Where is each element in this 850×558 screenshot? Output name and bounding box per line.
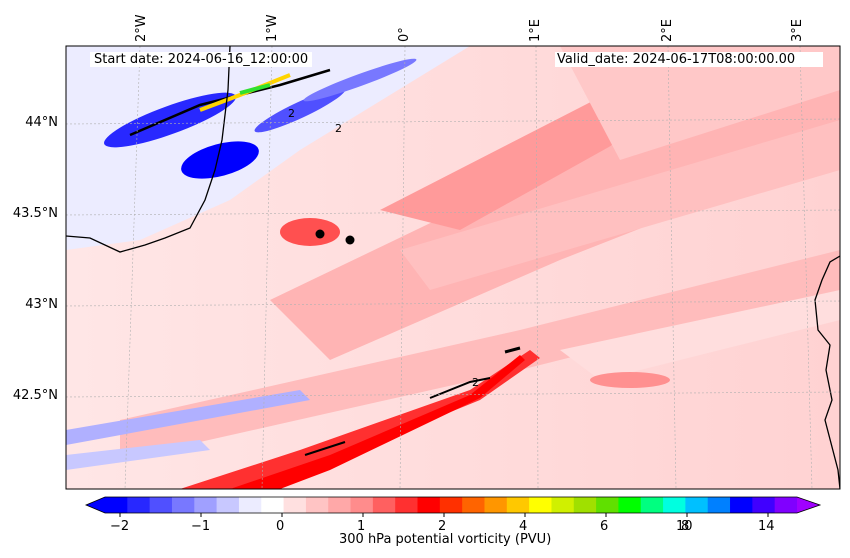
pv-band-secondary <box>400 120 840 290</box>
colorbar-segment <box>707 497 731 513</box>
colorbar-segment <box>506 497 530 513</box>
negative-pv-anomaly <box>303 58 417 102</box>
lat-label: 42.5°N <box>12 388 58 403</box>
positive-pv-anomaly <box>590 372 670 388</box>
coastline <box>814 255 840 489</box>
lon-label: 2°W <box>134 14 149 42</box>
colorbar-tick: 4 <box>519 519 528 534</box>
colorbar-tick: 8 <box>681 519 690 534</box>
location-marker <box>315 229 325 239</box>
colorbar-segment <box>194 497 218 513</box>
high-pv-contour <box>429 377 491 399</box>
colorbar-segment <box>283 497 307 513</box>
lat-label: 43°N <box>25 297 58 312</box>
high-pv-contour <box>199 73 291 112</box>
high-pv-contour <box>304 441 346 456</box>
colorbar-segment <box>127 497 151 513</box>
colorbar-segment <box>730 497 753 513</box>
colorbar-segment <box>774 497 798 513</box>
colorbar-segment <box>305 497 329 513</box>
contour-label: 2 <box>335 122 342 135</box>
lon-label: 0° <box>397 27 412 42</box>
positive-pv-anomaly <box>280 218 340 246</box>
colorbar-segment <box>685 497 709 513</box>
lat-label: 44°N <box>25 115 58 130</box>
colorbar-title: 300 hPa potential vorticity (PVU) <box>339 532 552 547</box>
colorbar-tick-14: 14 <box>758 519 775 534</box>
colorbar-tick: 6 <box>600 519 609 534</box>
colorbar-segment <box>261 497 285 513</box>
location-marker <box>345 235 355 245</box>
colorbar-segment <box>328 497 352 513</box>
colorbar-tick: −2 <box>110 519 130 534</box>
colorbar-segment <box>350 497 374 513</box>
colorbar <box>84 496 822 517</box>
negative-pv-anomaly <box>181 141 259 179</box>
colorbar-tick: −1 <box>191 519 211 534</box>
contour-label: 2 <box>472 376 479 389</box>
colorbar-segment <box>640 497 664 513</box>
colorbar-segment <box>372 497 396 513</box>
contour-label: 2 <box>288 107 295 120</box>
colorbar-extend-max <box>797 497 820 513</box>
colorbar-segment <box>439 497 463 513</box>
colorbar-segment <box>529 497 552 513</box>
colorbar-segment <box>395 497 419 513</box>
low-pv-streak <box>66 440 210 470</box>
negative-pv-anomaly <box>254 87 346 133</box>
colorbar-segment <box>484 497 508 513</box>
colorbar-segment <box>238 497 262 513</box>
colorbar-outline <box>84 496 822 514</box>
lon-label: 1°W <box>265 14 280 42</box>
high-pv-contour <box>239 83 271 95</box>
lat-label: 43.5°N <box>12 206 58 221</box>
colorbar-tick: 0 <box>276 519 285 534</box>
colorbar-tick: 2 <box>438 519 447 534</box>
colorbar-segment <box>573 497 597 513</box>
colorbar-segment <box>752 497 776 513</box>
colorbar-segment <box>216 497 240 513</box>
lon-label: 1°E <box>528 19 543 42</box>
high-pv-contour <box>504 346 521 354</box>
coastline <box>66 46 231 253</box>
colorbar-segment <box>417 497 441 513</box>
colorbar-segment <box>596 497 619 513</box>
valid-date: Valid_date: 2024-06-17T08:00:00.00 <box>555 52 823 67</box>
pv-band-lower <box>120 250 840 460</box>
start-date: Start date: 2024-06-16_12:00:00 <box>90 52 313 67</box>
colorbar-segment <box>171 497 195 513</box>
colorbar-segment <box>462 497 485 513</box>
colorbar-tick: 1 <box>357 519 366 534</box>
map-frame <box>65 45 841 490</box>
colorbar-segment <box>551 497 575 513</box>
colorbar-extend-min <box>86 497 105 513</box>
colorbar-segment <box>149 497 173 513</box>
colorbar-tick: 10 <box>676 519 693 534</box>
low-pv-region <box>66 46 470 250</box>
lon-label: 3°E <box>790 19 805 42</box>
colorbar-segment <box>663 497 686 513</box>
pv-band-top-right <box>560 46 840 160</box>
lon-label: 2°E <box>660 19 675 42</box>
pv-band-right <box>560 290 840 380</box>
colorbar-segment <box>618 497 642 513</box>
negative-pv-anomaly <box>104 92 236 148</box>
colorbar-segment <box>105 497 128 513</box>
